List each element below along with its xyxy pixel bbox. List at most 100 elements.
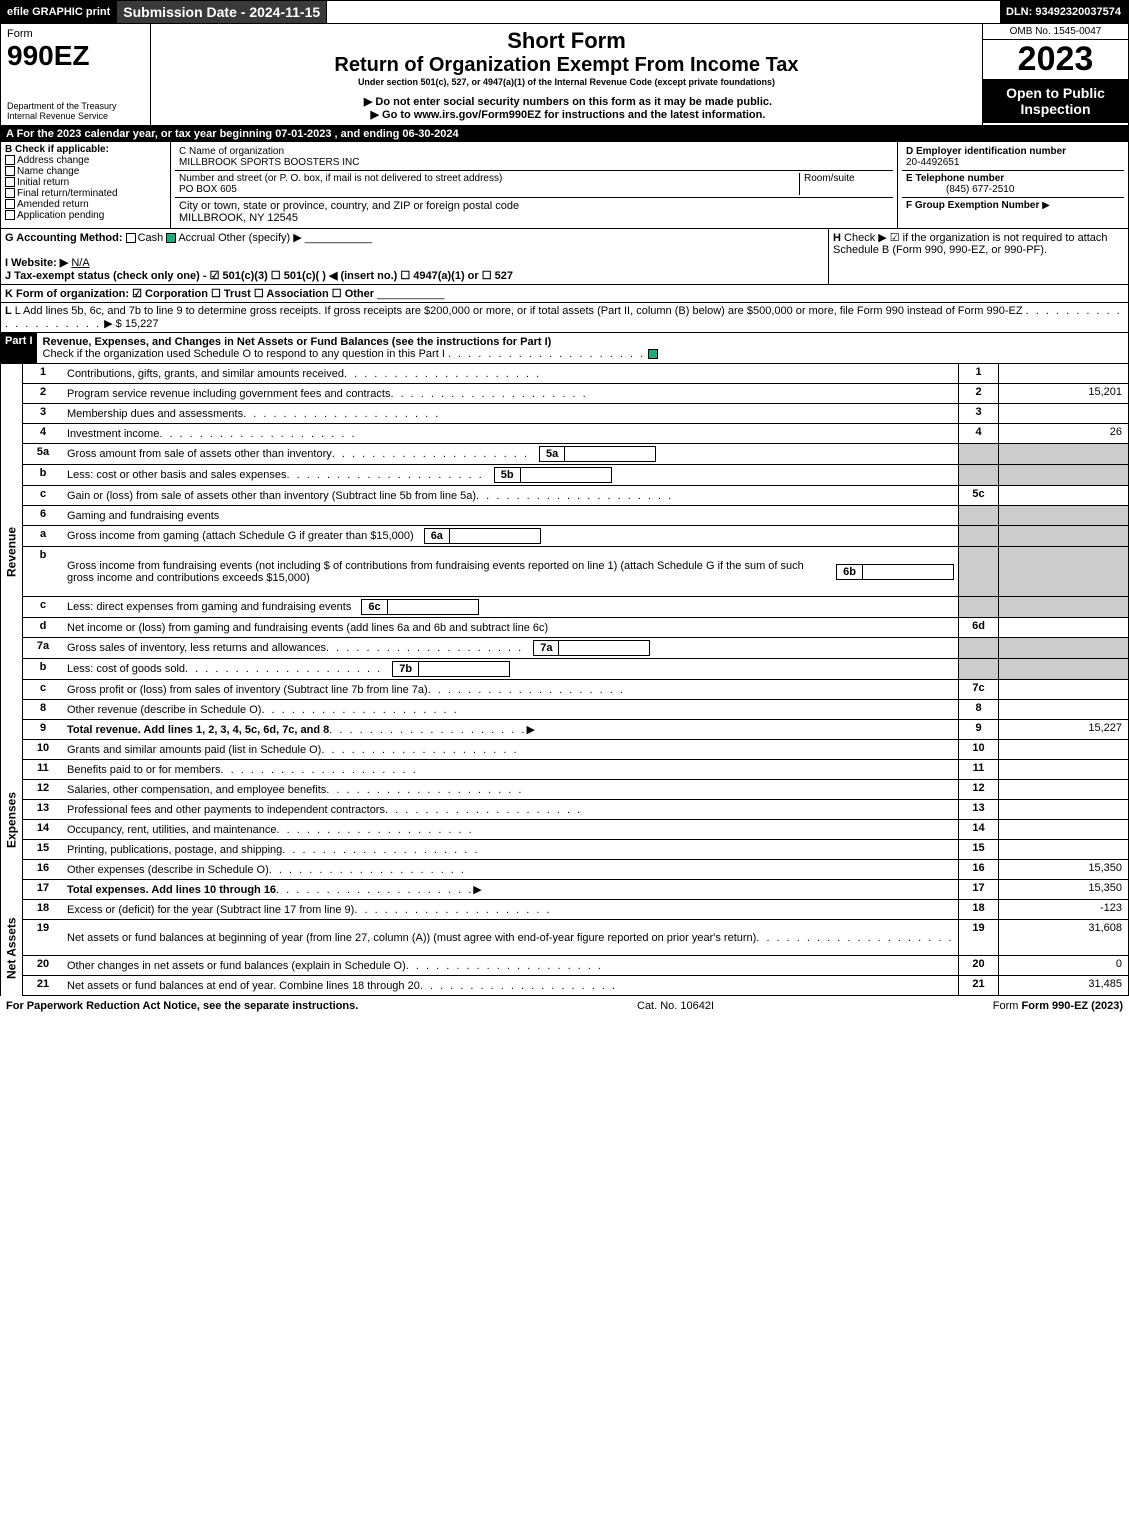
line-20-num: 20 (23, 956, 63, 975)
section-l-row: L L Add lines 5b, 6c, and 7b to line 9 t… (0, 303, 1129, 333)
line-6d-val (998, 618, 1128, 637)
line-5c-num: c (23, 486, 63, 505)
line-16-desc: Other expenses (describe in Schedule O) (67, 864, 269, 876)
paperwork-notice: For Paperwork Reduction Act Notice, see … (6, 1000, 358, 1012)
efile-label[interactable]: efile GRAPHIC print (1, 1, 117, 23)
part-i-label: Part I (1, 333, 37, 363)
opt-initial-return: Initial return (17, 177, 69, 188)
line-8-num: 8 (23, 700, 63, 719)
line-12-num: 12 (23, 780, 63, 799)
line-4-desc: Investment income (67, 428, 159, 440)
return-title: Return of Organization Exempt From Incom… (157, 54, 976, 77)
right-info-col: D Employer identification number 20-4492… (898, 142, 1128, 228)
line-11-ref: 11 (958, 760, 998, 779)
checkbox-final-return[interactable] (5, 188, 15, 198)
accounting-row: G Accounting Method: Cash Accrual Other … (0, 229, 1129, 285)
section-k: K Form of organization: ☑ Corporation ☐ … (5, 288, 374, 300)
line-18-num: 18 (23, 900, 63, 919)
opt-cash: Cash (138, 232, 164, 244)
line-2-val: 15,201 (998, 384, 1128, 403)
section-h-text: Check ▶ ☑ if the organization is not req… (833, 232, 1108, 256)
line-5c-desc: Gain or (loss) from sale of assets other… (67, 490, 476, 502)
group-exemption-label: F Group Exemption Number (906, 200, 1039, 211)
line-2-desc: Program service revenue including govern… (67, 388, 390, 400)
line-11-desc: Benefits paid to or for members (67, 764, 220, 776)
line-6-desc: Gaming and fundraising events (67, 510, 219, 522)
line-6a-box: 6a (425, 529, 450, 543)
line-5b-desc: Less: cost or other basis and sales expe… (67, 469, 287, 481)
line-13-num: 13 (23, 800, 63, 819)
line-1-val (998, 364, 1128, 383)
line-9-ref: 9 (958, 720, 998, 739)
line-5a-desc: Gross amount from sale of assets other t… (67, 448, 332, 460)
line-18-val: -123 (998, 900, 1128, 919)
checkbox-application-pending[interactable] (5, 210, 15, 220)
line-4-val: 26 (998, 424, 1128, 443)
line-12-val (998, 780, 1128, 799)
line-5b-box: 5b (495, 468, 521, 482)
line-5a-num: 5a (23, 444, 63, 464)
line-6c-box: 6c (362, 600, 387, 614)
checkbox-name-change[interactable] (5, 166, 15, 176)
line-20-desc: Other changes in net assets or fund bala… (67, 960, 406, 972)
line-16-num: 16 (23, 860, 63, 879)
page-footer: For Paperwork Reduction Act Notice, see … (0, 996, 1129, 1016)
checkbox-address-change[interactable] (5, 155, 15, 165)
section-l-amount: $ 15,227 (116, 318, 159, 330)
line-14-val (998, 820, 1128, 839)
revenue-section: Revenue 1Contributions, gifts, grants, a… (0, 364, 1129, 740)
line-18-desc: Excess or (deficit) for the year (Subtra… (67, 904, 354, 916)
opt-amended-return: Amended return (17, 199, 89, 210)
checkbox-accrual[interactable] (166, 233, 176, 243)
line-9-num: 9 (23, 720, 63, 739)
form-footer-label: Form Form 990-EZ (2023) (993, 1000, 1123, 1012)
opt-final-return: Final return/terminated (17, 188, 118, 199)
street-value: PO BOX 605 (179, 184, 237, 195)
room-suite-label: Room/suite (799, 173, 889, 195)
line-7a-desc: Gross sales of inventory, less returns a… (67, 642, 326, 654)
side-label-net-assets: Net Assets (0, 900, 22, 996)
line-5c-ref: 5c (958, 486, 998, 505)
entity-info-row: B Check if applicable: Address change Na… (0, 142, 1129, 229)
checkbox-amended-return[interactable] (5, 199, 15, 209)
line-16-ref: 16 (958, 860, 998, 879)
line-7c-num: c (23, 680, 63, 699)
section-l-text: L Add lines 5b, 6c, and 7b to line 9 to … (15, 305, 1023, 317)
line-10-ref: 10 (958, 740, 998, 759)
dln-label: DLN: 93492320037574 (1000, 1, 1128, 23)
form-header: Form 990EZ Department of the Treasury In… (0, 24, 1129, 126)
short-form-title: Short Form (157, 28, 976, 54)
line-5a-box: 5a (540, 447, 565, 461)
ssn-warning: Do not enter social security numbers on … (375, 96, 772, 108)
line-13-ref: 13 (958, 800, 998, 819)
line-14-num: 14 (23, 820, 63, 839)
open-public-badge: Open to Public Inspection (983, 79, 1128, 123)
line-6a-num: a (23, 526, 63, 546)
section-k-row: K Form of organization: ☑ Corporation ☐ … (0, 285, 1129, 303)
line-15-desc: Printing, publications, postage, and shi… (67, 844, 282, 856)
line-5b-num: b (23, 465, 63, 485)
city-label: City or town, state or province, country… (179, 200, 519, 212)
checkbox-cash[interactable] (126, 233, 136, 243)
submission-date: Submission Date - 2024-11-15 (117, 1, 327, 23)
goto-instructions: Go to www.irs.gov/Form990EZ for instruct… (382, 109, 765, 121)
line-6-num: 6 (23, 506, 63, 525)
checkbox-schedule-o[interactable] (648, 349, 658, 359)
form-label: Form (7, 28, 33, 40)
part-i-title: Revenue, Expenses, and Changes in Net As… (43, 336, 552, 348)
phone-label: E Telephone number (906, 173, 1004, 184)
line-11-val (998, 760, 1128, 779)
line-6d-desc: Net income or (loss) from gaming and fun… (67, 622, 548, 634)
line-6b-desc: Gross income from fundraising events (no… (67, 560, 826, 584)
expenses-section: Expenses 10Grants and similar amounts pa… (0, 740, 1129, 900)
line-16-val: 15,350 (998, 860, 1128, 879)
ein-value: 20-4492651 (906, 157, 959, 168)
website-label: I Website: ▶ (5, 257, 68, 269)
checkbox-initial-return[interactable] (5, 177, 15, 187)
side-label-expenses: Expenses (0, 740, 22, 900)
line-15-ref: 15 (958, 840, 998, 859)
line-2-num: 2 (23, 384, 63, 403)
line-6c-desc: Less: direct expenses from gaming and fu… (67, 601, 351, 613)
line-3-num: 3 (23, 404, 63, 423)
line-18-ref: 18 (958, 900, 998, 919)
